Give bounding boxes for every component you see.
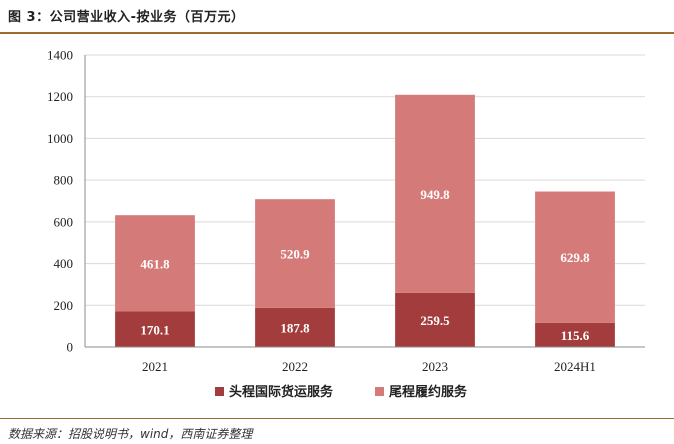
y-axis: 0 200 400 600 800 1000 1200 1400 [47, 48, 86, 355]
x-tick-label: 2021 [142, 359, 168, 374]
bars: 170.1 461.8 187.8 520.9 259.5 949.8 115.6 629.8 [115, 94, 615, 347]
bar-segment [535, 191, 615, 323]
y-tick-label: 1000 [47, 131, 73, 146]
data-label: 629.8 [560, 250, 590, 265]
data-label: 461.8 [140, 256, 170, 271]
x-tick-label: 2024H1 [554, 359, 596, 374]
legend-swatch [375, 387, 384, 396]
x-axis: 2021 2022 2023 2024H1 [85, 346, 645, 374]
y-tick-label: 200 [54, 298, 74, 313]
y-tick-label: 600 [54, 214, 74, 229]
x-tick-label: 2023 [422, 359, 448, 374]
y-tick-label: 800 [54, 173, 74, 188]
legend: 头程国际货运服务 尾程履约服务 [215, 384, 468, 400]
bar-segment [115, 215, 195, 312]
bar-segment [395, 94, 475, 293]
bar-segment [255, 307, 335, 347]
source-note: 数据来源：招股说明书，wind，西南证券整理 [8, 427, 253, 441]
legend-swatch [215, 387, 224, 396]
data-label: 170.1 [140, 322, 169, 337]
data-label: 949.8 [420, 187, 450, 202]
stacked-bar-chart: 0 200 400 600 800 1000 1200 1400 170.1 461.8 187.… [47, 48, 645, 400]
bar-segment [395, 292, 475, 347]
legend-label: 头程国际货运服务 [229, 384, 334, 400]
y-tick-label: 1400 [47, 48, 73, 63]
bar-segment [255, 199, 335, 308]
bar-segment [115, 311, 195, 347]
chart-title: 图 3：公司营业收入-按业务（百万元） [8, 10, 245, 25]
x-tick-label: 2022 [282, 359, 308, 374]
data-label: 187.8 [280, 320, 310, 335]
legend-label: 尾程履约服务 [389, 384, 468, 400]
y-tick-label: 1200 [47, 89, 73, 104]
y-tick-label: 0 [67, 340, 74, 355]
data-label: 115.6 [561, 328, 590, 343]
data-label: 520.9 [280, 247, 310, 262]
title-divider [0, 32, 674, 34]
y-tick-label: 400 [54, 256, 74, 271]
data-label: 259.5 [420, 313, 450, 328]
footer-divider [0, 418, 674, 419]
bar-segment [535, 322, 615, 347]
